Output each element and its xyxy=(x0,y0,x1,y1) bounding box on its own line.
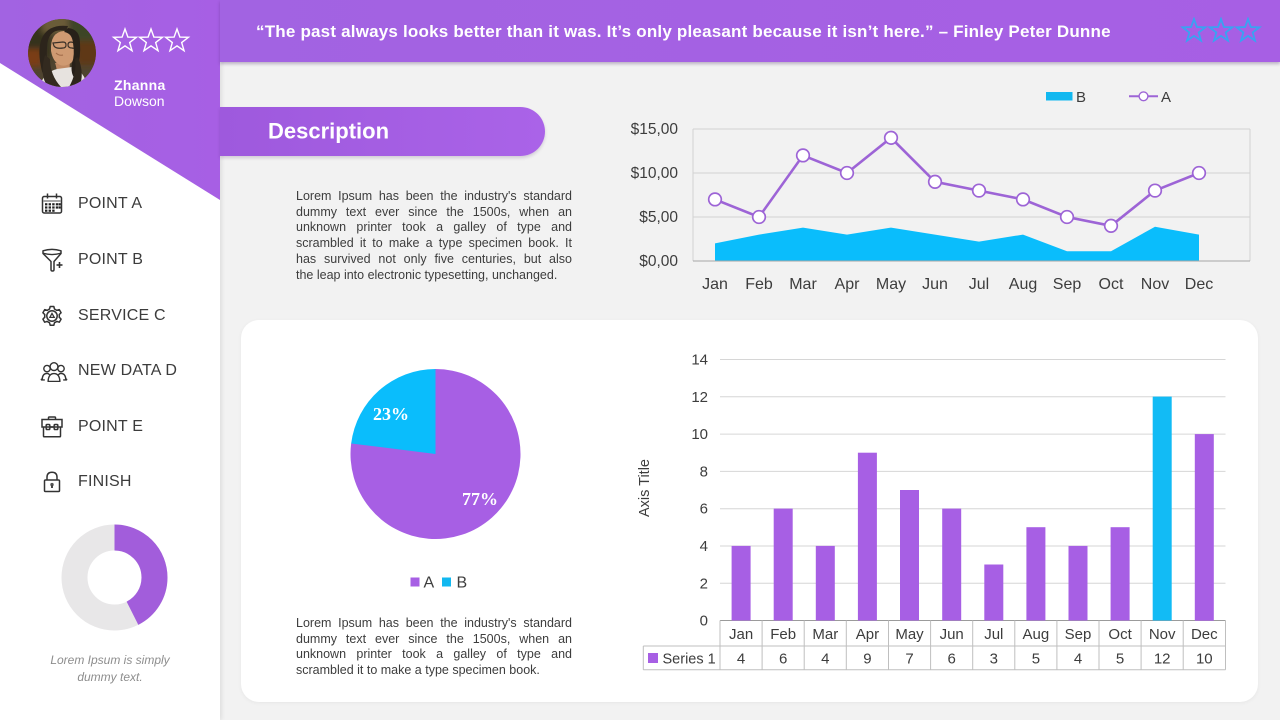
svg-text:4: 4 xyxy=(700,538,708,555)
svg-text:Aug: Aug xyxy=(1009,276,1037,293)
svg-text:9: 9 xyxy=(863,651,871,668)
svg-text:Nov: Nov xyxy=(1141,276,1169,293)
svg-text:Feb: Feb xyxy=(770,626,796,643)
svg-text:$5,00: $5,00 xyxy=(639,209,678,226)
svg-text:3: 3 xyxy=(990,651,998,668)
svg-text:Jul: Jul xyxy=(969,276,989,293)
svg-text:6: 6 xyxy=(779,651,787,668)
svg-text:Apr: Apr xyxy=(856,626,879,643)
svg-text:May: May xyxy=(895,626,924,643)
svg-text:A: A xyxy=(1161,89,1171,106)
svg-text:Aug: Aug xyxy=(1023,626,1050,643)
svg-text:Nov: Nov xyxy=(1149,626,1176,643)
svg-text:4: 4 xyxy=(1074,651,1082,668)
svg-text:A: A xyxy=(424,575,435,592)
svg-text:Apr: Apr xyxy=(835,276,861,293)
svg-text:14: 14 xyxy=(691,352,708,369)
svg-text:4: 4 xyxy=(821,651,829,668)
svg-text:Jul: Jul xyxy=(984,626,1003,643)
svg-text:Axis Title: Axis Title xyxy=(637,459,653,517)
svg-text:Mar: Mar xyxy=(812,626,838,643)
svg-text:B: B xyxy=(457,575,468,592)
svg-text:Sep: Sep xyxy=(1065,626,1092,643)
svg-text:Series 1: Series 1 xyxy=(663,652,716,668)
svg-text:$15,00: $15,00 xyxy=(631,121,679,138)
svg-text:Jun: Jun xyxy=(922,276,948,293)
svg-text:6: 6 xyxy=(948,651,956,668)
svg-text:12: 12 xyxy=(1154,651,1171,668)
svg-text:10: 10 xyxy=(691,426,708,443)
svg-text:2: 2 xyxy=(700,575,708,592)
svg-text:Oct: Oct xyxy=(1099,276,1124,293)
svg-text:Jan: Jan xyxy=(702,276,728,293)
svg-text:0: 0 xyxy=(700,613,708,630)
svg-text:May: May xyxy=(876,276,906,293)
svg-text:Dec: Dec xyxy=(1185,276,1213,293)
svg-text:Oct: Oct xyxy=(1108,626,1132,643)
svg-text:Mar: Mar xyxy=(789,276,817,293)
svg-text:Feb: Feb xyxy=(745,276,773,293)
svg-text:Sep: Sep xyxy=(1053,276,1082,293)
svg-text:7: 7 xyxy=(905,651,913,668)
svg-text:4: 4 xyxy=(737,651,745,668)
svg-text:77%: 77% xyxy=(462,489,498,509)
svg-text:10: 10 xyxy=(1196,651,1213,668)
svg-text:6: 6 xyxy=(700,501,708,518)
svg-text:Jun: Jun xyxy=(940,626,964,643)
svg-text:Jan: Jan xyxy=(729,626,753,643)
svg-text:5: 5 xyxy=(1032,651,1040,668)
svg-text:$10,00: $10,00 xyxy=(631,165,679,182)
svg-text:8: 8 xyxy=(700,463,708,480)
svg-text:Dec: Dec xyxy=(1191,626,1218,643)
svg-text:B: B xyxy=(1076,89,1086,106)
svg-text:23%: 23% xyxy=(373,404,409,424)
svg-text:12: 12 xyxy=(691,389,708,406)
svg-text:5: 5 xyxy=(1116,651,1124,668)
svg-text:$0,00: $0,00 xyxy=(639,253,678,270)
